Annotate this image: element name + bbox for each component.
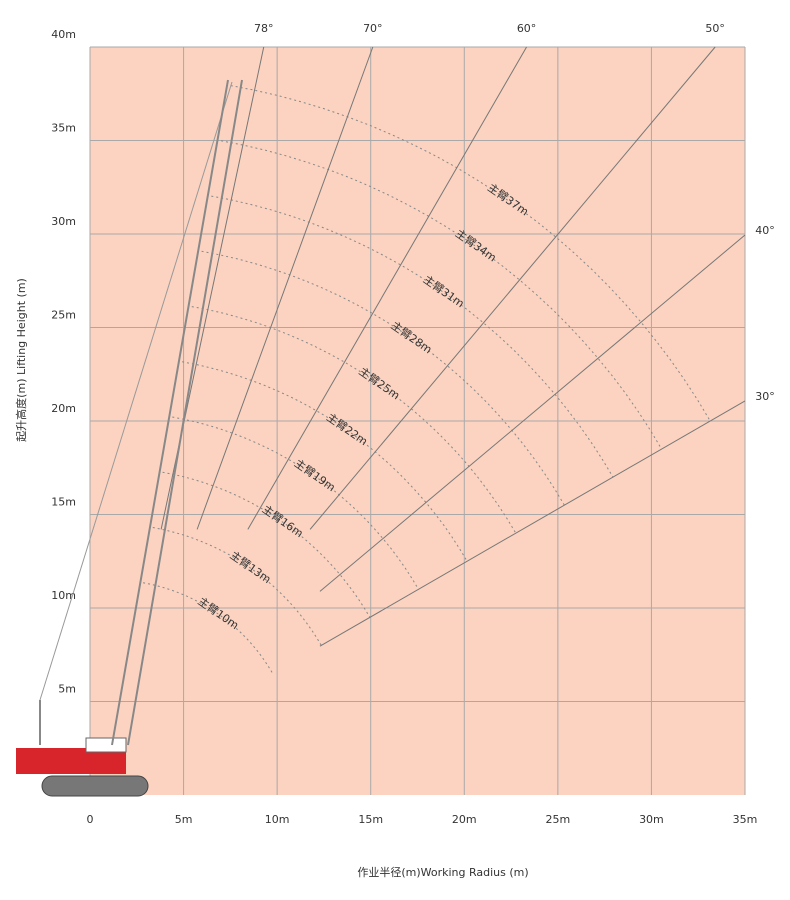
boom-arc [143, 582, 274, 674]
boom-arc [201, 250, 565, 506]
boom-arc [172, 416, 419, 590]
boom-arc [191, 306, 517, 534]
x-tick-label: 35m [733, 813, 758, 826]
y-tick-label: 20m [51, 402, 76, 415]
angle-label: 30° [755, 390, 775, 403]
x-tick-label: 0 [87, 813, 94, 826]
crane [16, 79, 243, 797]
y-axis-label: 起升高度(m) Lifting Height (m) [14, 278, 28, 442]
boom-arc [152, 527, 322, 646]
x-tick-label: 10m [265, 813, 290, 826]
angle-line [196, 46, 374, 530]
x-tick-label: 15m [358, 813, 383, 826]
y-tick-label: 35m [51, 122, 76, 135]
angle-line [309, 46, 716, 530]
y-tick-label: 40m [51, 28, 76, 41]
boom-arc [162, 471, 371, 618]
y-tick-label: 30m [51, 215, 76, 228]
angle-label: 40° [755, 224, 775, 237]
y-tick-label: 25m [51, 309, 76, 322]
y-tick-label: 15m [51, 496, 76, 509]
y-tick-label: 5m [58, 683, 76, 696]
x-tick-label: 30m [639, 813, 664, 826]
angle-line [319, 400, 746, 647]
y-tick-label: 10m [51, 589, 76, 602]
x-tick-label: 25m [545, 813, 570, 826]
boom-arc [211, 195, 614, 478]
angle-label: 70° [363, 22, 383, 35]
angle-label: 50° [705, 22, 725, 35]
boom-arc [230, 85, 711, 422]
angle-label: 78° [254, 22, 274, 35]
x-axis-label: 作业半径(m)Working Radius (m) [357, 865, 528, 879]
angle-label: 60° [517, 22, 537, 35]
angle-line [247, 46, 527, 530]
angle-line [319, 234, 746, 592]
x-tick-label: 5m [175, 813, 193, 826]
x-tick-label: 20m [452, 813, 477, 826]
